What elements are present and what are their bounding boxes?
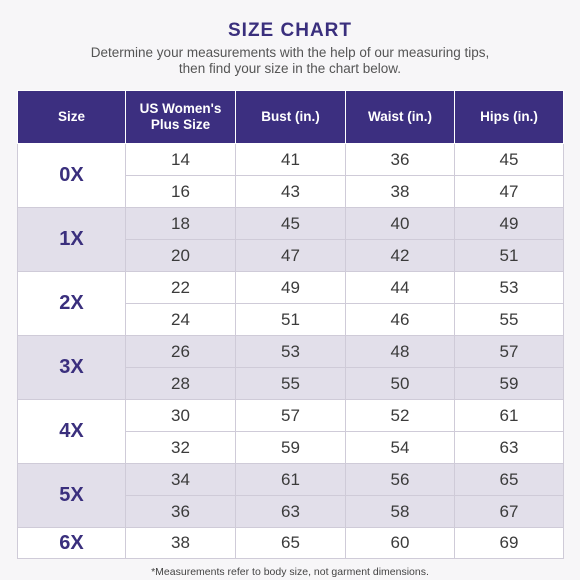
header-us-line-1: US Women's [139,101,222,116]
table-row: 28 55 50 59 [18,367,564,400]
bust-cell: 45 [235,207,346,240]
header-bust: Bust (in.) [235,90,346,144]
table-row: 5X 34 61 56 65 [17,463,564,528]
hips-cell: 65 [454,463,564,496]
table-row: 24 51 46 55 [18,303,564,336]
hips-cell: 47 [454,175,564,208]
waist-cell: 56 [345,463,455,496]
us-cell: 20 [125,239,236,272]
size-label: 5X [17,463,126,528]
waist-cell: 40 [345,207,455,240]
hips-cell: 67 [454,495,564,528]
header-us-plus-size: US Women's Plus Size [125,90,236,144]
size-label: 3X [17,335,126,400]
waist-cell: 46 [345,303,455,336]
size-label: 6X [17,527,126,559]
header-row: Size US Women's Plus Size Bust (in.) Wai… [17,90,564,144]
hips-cell: 45 [454,143,564,176]
waist-cell: 36 [345,143,455,176]
footnote: *Measurements refer to body size, not ga… [151,566,429,578]
waist-cell: 60 [345,527,455,559]
us-cell: 16 [125,175,236,208]
hips-cell: 69 [454,527,564,559]
hips-cell: 55 [454,303,564,336]
table-row: 36 63 58 67 [18,495,564,528]
subtitle-line-2: then find your size in the chart below. [178,61,402,76]
size-label: 2X [17,271,126,336]
us-cell: 22 [125,271,236,304]
bust-cell: 53 [235,335,346,368]
bust-cell: 61 [235,463,346,496]
header-hips: Hips (in.) [454,90,564,144]
table-row: 20 47 42 51 [18,239,564,272]
table-row: 2X 22 49 44 53 [17,271,564,336]
hips-cell: 59 [454,367,564,400]
us-cell: 36 [125,495,236,528]
hips-cell: 63 [454,431,564,464]
bust-cell: 49 [235,271,346,304]
table-row: 0X 14 41 36 45 [17,143,564,208]
us-cell: 24 [125,303,236,336]
table-row: 4X 30 57 52 61 [17,399,564,464]
us-cell: 32 [125,431,236,464]
table-row: 3X 26 53 48 57 [17,335,564,400]
hips-cell: 61 [454,399,564,432]
waist-cell: 54 [345,431,455,464]
waist-cell: 52 [345,399,455,432]
waist-cell: 44 [345,271,455,304]
bust-cell: 57 [235,399,346,432]
chart-body: 0X 14 41 36 45 16 43 38 47 1X 18 45 40 49 20 47 42 51 2X 22… [17,143,564,559]
waist-cell: 48 [345,335,455,368]
us-cell: 30 [125,399,236,432]
waist-cell: 42 [345,239,455,272]
header-us-line-2: Plus Size [150,117,211,132]
bust-cell: 47 [235,239,346,272]
header-size: Size [17,90,126,144]
table-row: 1X 18 45 40 49 [17,207,564,272]
waist-cell: 38 [345,175,455,208]
waist-cell: 50 [345,367,455,400]
waist-cell: 58 [345,495,455,528]
bust-cell: 65 [235,527,346,559]
bust-cell: 41 [235,143,346,176]
us-cell: 26 [125,335,236,368]
table-row: 6X 38 65 60 69 [17,527,564,559]
us-cell: 28 [125,367,236,400]
us-cell: 18 [125,207,236,240]
bust-cell: 63 [235,495,346,528]
bust-cell: 43 [235,175,346,208]
us-cell: 34 [125,463,236,496]
hips-cell: 51 [454,239,564,272]
bust-cell: 59 [235,431,346,464]
header-waist: Waist (in.) [345,90,455,144]
bust-cell: 55 [235,367,346,400]
table-row: 16 43 38 47 [18,175,564,208]
size-label: 0X [17,143,126,208]
hips-cell: 57 [454,335,564,368]
page-title: SIZE CHART [228,20,352,41]
page-subtitle: Determine your measurements with the hel… [60,45,520,77]
hips-cell: 49 [454,207,564,240]
size-label: 1X [17,207,126,272]
us-cell: 38 [125,527,236,559]
us-cell: 14 [125,143,236,176]
size-label: 4X [17,399,126,464]
size-chart-table: Size US Women's Plus Size Bust (in.) Wai… [17,90,564,559]
bust-cell: 51 [235,303,346,336]
subtitle-line-1: Determine your measurements with the hel… [90,45,490,60]
hips-cell: 53 [454,271,564,304]
